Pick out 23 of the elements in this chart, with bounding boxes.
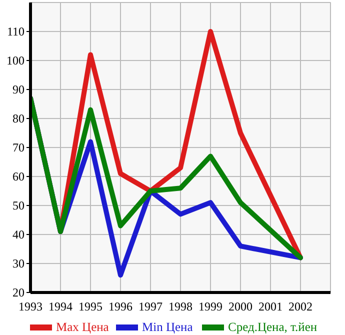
x-tick-label: 1999 bbox=[198, 300, 222, 314]
y-tick-label: 20 bbox=[12, 286, 24, 300]
y-tick-label: 70 bbox=[12, 140, 24, 154]
y-tick-label: 80 bbox=[12, 112, 24, 126]
x-tick-label: 1996 bbox=[108, 300, 132, 314]
y-tick-label: 60 bbox=[12, 170, 24, 184]
x-tick-label: 1997 bbox=[138, 300, 162, 314]
x-tick-label: 2002 bbox=[288, 300, 312, 314]
y-tick-label: 30 bbox=[12, 256, 24, 270]
legend-label: Сред.Цена, т.йен bbox=[228, 320, 318, 334]
x-tick-label: 1994 bbox=[48, 300, 72, 314]
y-tick-label: 90 bbox=[12, 82, 24, 96]
x-tick-label: 1998 bbox=[168, 300, 192, 314]
x-tick-label: 1995 bbox=[78, 300, 102, 314]
y-tick-label: 50 bbox=[12, 198, 24, 212]
legend-label: Max Цена bbox=[56, 320, 109, 334]
legend-label: Min Цена bbox=[142, 320, 193, 334]
x-tick-label: 2000 bbox=[228, 300, 252, 314]
x-tick-label: 1993 bbox=[18, 300, 42, 314]
y-tick-label: 100 bbox=[6, 54, 24, 68]
y-tick-label: 40 bbox=[12, 228, 24, 242]
x-tick-label: 2001 bbox=[258, 300, 282, 314]
y-tick-label: 110 bbox=[6, 24, 25, 38]
